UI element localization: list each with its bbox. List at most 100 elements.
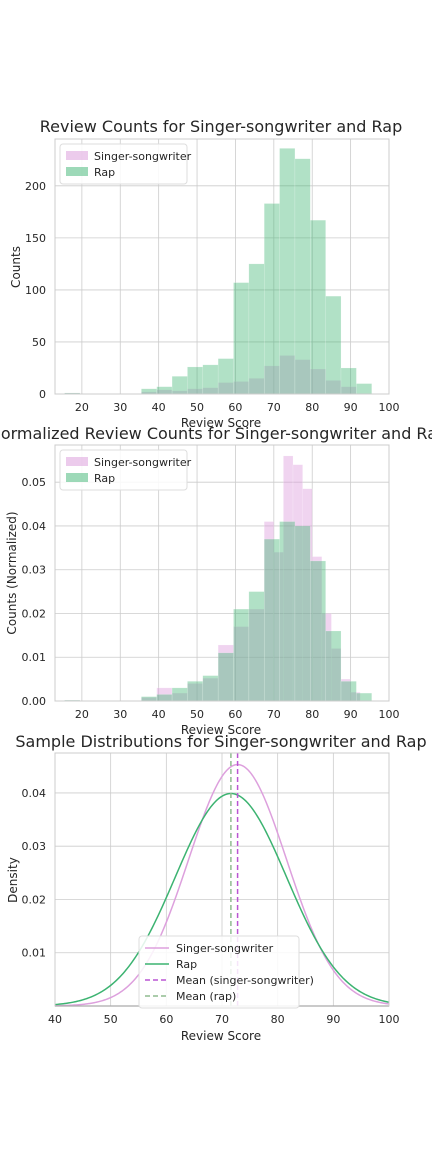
histogram-bar	[294, 525, 311, 702]
x-tick-label: 40	[152, 401, 166, 414]
legend-box	[59, 449, 188, 491]
y-tick-label: 0	[39, 388, 46, 401]
histogram-bar	[310, 560, 326, 702]
legend-label: Rap	[94, 166, 115, 179]
legend-swatch	[66, 151, 88, 160]
density-curve	[54, 763, 390, 1007]
histogram-bar	[141, 696, 157, 702]
chart-counts: Review Counts for Singer-songwriter and …	[9, 117, 402, 430]
y-tick-label: 0.01	[22, 651, 47, 664]
x-tick-label: 100	[379, 401, 400, 414]
legend-box	[138, 935, 300, 1009]
x-axis-label: Review Score	[181, 1029, 261, 1043]
histogram-bar	[325, 295, 342, 395]
y-axis-label: Counts (Normalized)	[5, 511, 19, 634]
x-tick-label: 40	[48, 1013, 62, 1026]
chart-title: Sample Distributions for Singer-songwrit…	[15, 732, 426, 751]
y-tick-label: 0.01	[22, 947, 47, 960]
histogram-bar	[233, 282, 250, 395]
histogram-bar	[279, 521, 296, 702]
legend-label: Rap	[176, 958, 197, 971]
legend-label: Singer-songwriter	[94, 150, 192, 163]
chart-title: Normalized Review Counts for Singer-song…	[0, 424, 432, 443]
y-tick-label: 0.05	[22, 476, 47, 489]
y-tick-label: 0.03	[22, 840, 47, 853]
plot-frame	[54, 138, 390, 395]
density-curve	[54, 792, 390, 1006]
histogram-bar	[217, 652, 234, 702]
y-tick-label: 50	[32, 336, 46, 349]
x-tick-label: 60	[228, 401, 242, 414]
histogram-bar	[356, 692, 372, 702]
histogram-bar	[156, 694, 173, 702]
plot-frame	[54, 444, 390, 702]
legend-box	[59, 143, 188, 185]
x-axis-label: Review Score	[181, 416, 261, 430]
x-tick-label: 80	[305, 401, 319, 414]
x-tick-label: 70	[267, 708, 281, 721]
legend-swatch	[66, 473, 88, 482]
histogram-bar	[187, 366, 204, 395]
chart-normalized: Normalized Review Counts for Singer-song…	[0, 424, 432, 737]
legend-swatch	[66, 457, 88, 466]
x-tick-label: 100	[379, 1013, 400, 1026]
legend: Singer-songwriter Rap Mean (singer-songwri…	[138, 935, 314, 1009]
histogram-bar	[263, 538, 280, 702]
x-tick-label: 70	[267, 401, 281, 414]
histogram-bar	[233, 608, 250, 702]
x-tick-label: 90	[344, 401, 358, 414]
x-tick-label: 40	[152, 708, 166, 721]
x-tick-label: 30	[113, 708, 127, 721]
histogram-bar	[156, 386, 173, 395]
chart-title: Review Counts for Singer-songwriter and …	[40, 117, 403, 136]
histogram-bar	[217, 358, 234, 395]
histogram-bar	[248, 591, 265, 702]
y-tick-label: 0.00	[22, 695, 47, 708]
histogram-bar	[248, 263, 265, 395]
y-tick-label: 0.02	[22, 893, 47, 906]
x-tick-label: 60	[159, 1013, 173, 1026]
y-tick-label: 100	[25, 284, 46, 297]
x-tick-label: 50	[190, 708, 204, 721]
x-tick-label: 90	[326, 1013, 340, 1026]
x-tick-label: 50	[190, 401, 204, 414]
legend-label: Singer-songwriter	[176, 942, 274, 955]
y-tick-label: 0.04	[22, 520, 47, 533]
y-tick-label: 200	[25, 180, 46, 193]
x-tick-label: 20	[75, 401, 89, 414]
legend: Singer-songwriter Rap	[59, 449, 192, 491]
legend-swatch	[66, 167, 88, 176]
y-tick-label: 150	[25, 232, 46, 245]
histogram-bar	[279, 148, 296, 395]
x-tick-label: 70	[215, 1013, 229, 1026]
x-tick-label: 60	[228, 708, 242, 721]
histogram-bar	[202, 675, 219, 702]
x-tick-label: 80	[305, 708, 319, 721]
histogram-bar	[263, 203, 280, 395]
x-axis-label: Review Score	[181, 723, 261, 737]
histogram-bar	[294, 158, 311, 395]
x-tick-label: 80	[271, 1013, 285, 1026]
x-tick-label: 90	[344, 708, 358, 721]
histogram-bar	[310, 219, 326, 395]
x-tick-label: 20	[75, 708, 89, 721]
histogram-bar	[340, 681, 357, 702]
histogram-bar	[340, 367, 357, 395]
legend: Singer-songwriter Rap	[59, 143, 192, 185]
legend-label: Mean (rap)	[176, 990, 236, 1003]
y-axis-label: Density	[6, 857, 20, 903]
histogram-bar	[171, 376, 188, 395]
chart-distributions: Sample Distributions for Singer-songwrit…	[6, 732, 427, 1043]
x-tick-label: 30	[113, 401, 127, 414]
histogram-bar	[356, 383, 372, 395]
y-axis-label: Counts	[9, 246, 23, 288]
histogram-bar	[325, 630, 342, 702]
histogram-bar	[202, 364, 219, 395]
legend-label: Mean (singer-songwriter)	[176, 974, 314, 987]
histogram-bar	[141, 388, 157, 395]
legend-label: Singer-songwriter	[94, 456, 192, 469]
x-tick-label: 50	[104, 1013, 118, 1026]
x-tick-label: 100	[379, 708, 400, 721]
y-tick-label: 0.03	[22, 564, 47, 577]
